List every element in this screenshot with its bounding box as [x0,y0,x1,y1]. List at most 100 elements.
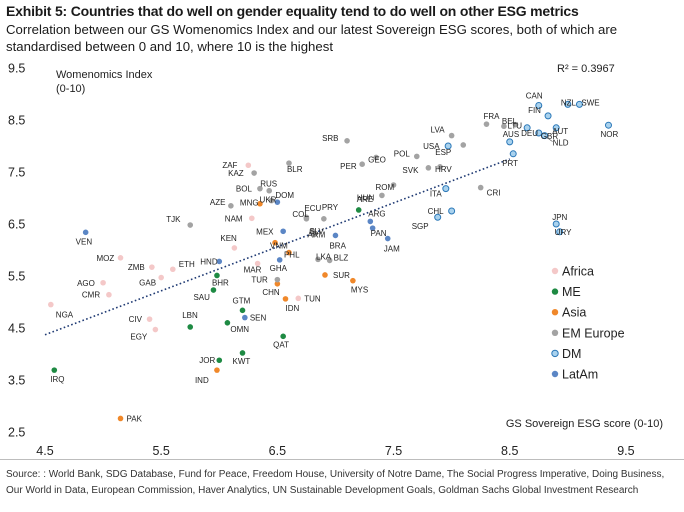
x-tick-label: 7.5 [385,444,402,458]
point-label-egy: EGY [130,333,148,342]
data-point-omn [224,320,231,326]
data-point-rus [266,187,273,194]
point-label-nor: NOR [600,130,618,139]
data-point-jor [216,357,223,364]
point-label-prt: PRT [502,159,518,168]
chart-title: Exhibit 5: Countries that do well on gen… [6,3,579,19]
point-label-ind: IND [195,376,209,385]
data-point-egy [152,326,159,333]
point-label-dom: DOM [275,191,294,200]
data-point-idn [282,296,289,302]
point-label-pak: PAK [127,414,143,423]
point-label-pol: POL [394,149,411,158]
leader-line-nld [545,136,553,142]
point-label-hnd: HND [200,257,218,266]
data-point-usa [444,142,452,150]
y-axis-unit: (0-10) [56,83,85,95]
data-point-rom [390,182,397,188]
point-label-aze: AZE [210,198,226,207]
point-label-sen: SEN [250,314,267,323]
point-label-bel: BEL [502,117,518,126]
data-point-ken [231,245,238,251]
point-label-hun: HUN [357,193,375,202]
legend-marker-latam [551,370,559,378]
point-label-ita: ITA [430,190,443,199]
point-label-ecu: ECU [304,204,321,213]
data-point-svk [425,165,432,171]
data-point-blz [326,257,333,264]
data-point-dom [274,199,281,205]
point-label-mar: MAR [244,266,262,275]
point-label-usa: USA [423,142,440,151]
data-point-sen [242,314,248,321]
point-label-ven: VEN [76,237,93,246]
data-point-tur [274,276,281,283]
point-label-sau: SAU [193,293,210,302]
point-label-per: PER [340,162,357,171]
legend-label-africa: Africa [562,265,594,279]
point-label-jpn: JPN [552,213,567,222]
point-labels: NGAAGOCMRMOZZMBGABCIVEGYETHZAFNAMKENMART… [50,91,618,423]
point-label-blr: BLR [287,165,303,174]
point-label-phl: PHL [284,251,300,260]
point-label-ury: URY [555,228,572,237]
data-point-sau [210,287,217,293]
data-point-ukr [268,197,275,204]
data-point-sur [322,272,328,278]
point-label-jor: JOR [199,356,215,365]
data-point-lbn [187,324,194,330]
data-point-sgp [434,213,442,221]
data-point-arm [311,231,318,238]
chart-subtitle: Correlation between our GS Womenomics In… [6,22,618,54]
data-point-gab [158,274,164,281]
trend-line [44,158,511,336]
y-tick-label: 3.5 [8,374,25,388]
data-point-tun [295,295,302,302]
point-label-rom: ROM [376,183,395,192]
y-tick-label: 4.5 [8,322,25,336]
data-point-ind [214,367,220,373]
x-tick-label: 9.5 [617,444,634,458]
point-label-jam: JAM [384,245,400,254]
data-point-aze [228,203,234,209]
data-point-swe [575,100,583,108]
y-tick-label: 6.5 [8,218,25,232]
point-label-gab: GAB [139,279,156,288]
point-label-swe: SWE [581,98,599,107]
data-point-mex [280,228,286,235]
point-label-fra: FRA [483,112,500,121]
y-tick-label: 2.5 [8,426,25,440]
data-point-bhr [214,272,220,279]
point-label-arg: ARG [368,209,385,218]
point-label-lbn: LBN [182,311,198,320]
x-axis-label: GS Sovereign ESG score (0-10) [506,418,663,430]
data-point-ury [556,228,564,236]
data-point-per [359,161,365,167]
point-label-idn: IDN [285,304,299,313]
data-point-mar [254,260,261,267]
point-label-slv: SLV [309,227,324,236]
data-point-tjk [187,222,194,228]
point-label-eth: ETH [179,260,195,269]
data-point-irq [51,367,58,373]
axis-ticks: 9.5 8.5 7.5 6.5 5.5 4.5 3.5 2.5 4.5 5.5 6.5 7.5 8.5 9… [8,62,635,459]
legend: Africa ME Asia EM Europe DM LatAm [551,265,625,382]
data-point-aut [552,124,560,132]
data-point-ltu [512,121,519,128]
data-point-aus [506,138,514,146]
data-point-esp [460,142,467,148]
data-point-lka [315,256,321,263]
point-label-geo: GEO [368,155,386,164]
point-label-aus: AUS [503,130,519,139]
data-point-nzl [564,100,572,108]
point-label-irq: IRQ [50,375,64,384]
data-point-eth [170,266,176,273]
point-label-pan: PAN [371,229,387,238]
point-label-omn: OMN [230,325,249,334]
data-point-phl [286,249,292,256]
legend-marker-me [551,288,559,295]
point-label-esp: ESP [435,148,451,157]
data-point-cri [477,184,484,191]
data-point-ven [82,229,89,236]
data-point-gbr [535,129,543,137]
